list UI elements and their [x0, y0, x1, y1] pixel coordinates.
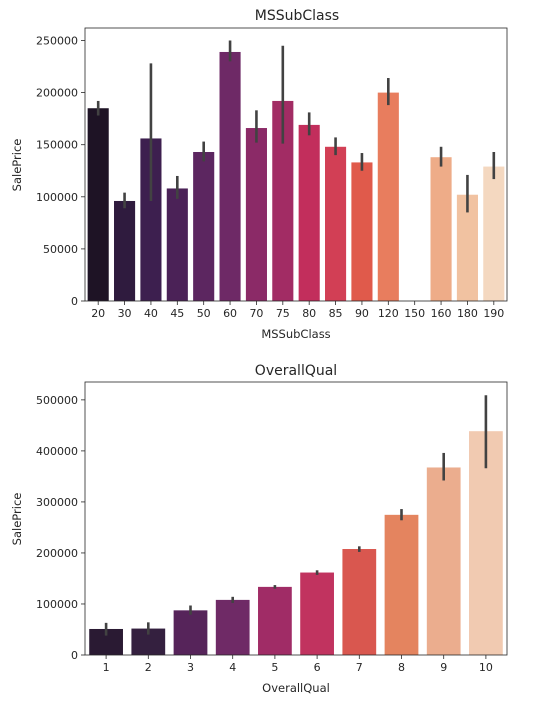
y-tick-label: 200000: [36, 87, 78, 100]
y-tick-label: 400000: [36, 445, 78, 458]
overallqual-chart: OverallQual 1 2 3 4 5 6 7 8 9 10 0 100000 200000 3000…: [10, 363, 508, 695]
bar-90: [351, 162, 373, 301]
bar-120: [377, 92, 399, 301]
bar-70: [245, 128, 267, 301]
x-tick-label: 7: [356, 661, 363, 674]
x-tick-label: 150: [404, 307, 425, 320]
bar-6: [300, 572, 334, 655]
x-tick-label: 85: [329, 307, 343, 320]
x-tick-label: 60: [223, 307, 237, 320]
x-tick-label: 30: [118, 307, 132, 320]
plot-frame: [84, 381, 508, 656]
bar-4: [215, 599, 250, 655]
y-tick-label: 0: [71, 295, 78, 308]
x-tick-label: 190: [483, 307, 504, 320]
bar-60: [219, 51, 241, 301]
x-tick-label: 160: [431, 307, 452, 320]
y-tick-label: 100000: [36, 191, 78, 204]
bar-9: [426, 467, 461, 655]
bar-30: [114, 200, 136, 301]
bar-85: [325, 146, 347, 301]
bar-160: [430, 157, 452, 301]
bar-40: [140, 138, 162, 301]
y-tick-label: 300000: [36, 496, 78, 509]
x-axis-label: MSSubClass: [261, 327, 330, 341]
bar-3: [173, 610, 208, 655]
chart-title: MSSubClass: [255, 8, 339, 24]
x-tick-label: 20: [91, 307, 105, 320]
x-tick-label: 180: [457, 307, 478, 320]
bar-8: [384, 514, 419, 655]
x-axis-label: OverallQual: [262, 681, 330, 695]
y-axis-label: SalePrice: [10, 493, 24, 546]
y-tick-label: 150000: [36, 139, 78, 152]
x-tick-label: 2: [145, 661, 152, 674]
x-tick-label: 80: [302, 307, 316, 320]
x-tick-label: 120: [378, 307, 399, 320]
y-tick-label: 100000: [36, 598, 78, 611]
x-tick-label: 10: [479, 661, 493, 674]
bar-80: [298, 124, 320, 302]
x-tick-label: 75: [276, 307, 290, 320]
x-tick-label: 70: [249, 307, 263, 320]
x-tick-label: 3: [187, 661, 194, 674]
y-tick-label: 500000: [36, 394, 78, 407]
bar-50: [193, 151, 215, 301]
bar-180: [456, 194, 478, 301]
bar-20: [87, 108, 109, 302]
y-tick-label: 250000: [36, 35, 78, 48]
bar-45: [166, 188, 188, 301]
plot-area: 20 30 40 45 50 60 70 75 80 85 90 120 150 160 180 190 0 50…: [36, 35, 505, 320]
x-tick-label: 40: [144, 307, 158, 320]
x-tick-label: 5: [271, 661, 278, 674]
bar-5: [258, 586, 292, 655]
chart-title: OverallQual: [255, 363, 337, 379]
x-tick-label: 45: [170, 307, 184, 320]
y-axis-label: SalePrice: [10, 139, 24, 192]
x-tick-label: 8: [398, 661, 405, 674]
bar-75: [272, 100, 294, 301]
x-tick-label: 4: [229, 661, 236, 674]
mssubclass-chart: MSSubClass 20 30 40 45 50 60 70 75 80 85 90 120 150 1…: [10, 8, 508, 341]
y-tick-label: 200000: [36, 547, 78, 560]
x-tick-label: 50: [197, 307, 211, 320]
bar-190: [483, 166, 505, 301]
x-tick-label: 1: [103, 661, 110, 674]
x-tick-label: 90: [355, 307, 369, 320]
bar-10: [469, 431, 503, 655]
y-tick-label: 0: [71, 649, 78, 662]
x-tick-label: 6: [314, 661, 321, 674]
x-tick-label: 9: [440, 661, 447, 674]
y-tick-label: 50000: [43, 243, 78, 256]
bar-7: [342, 549, 377, 655]
plot-frame: [84, 27, 508, 302]
plot-area: 1 2 3 4 5 6 7 8 9 10 0 100000 200000 300000 400000 5000…: [36, 394, 503, 674]
